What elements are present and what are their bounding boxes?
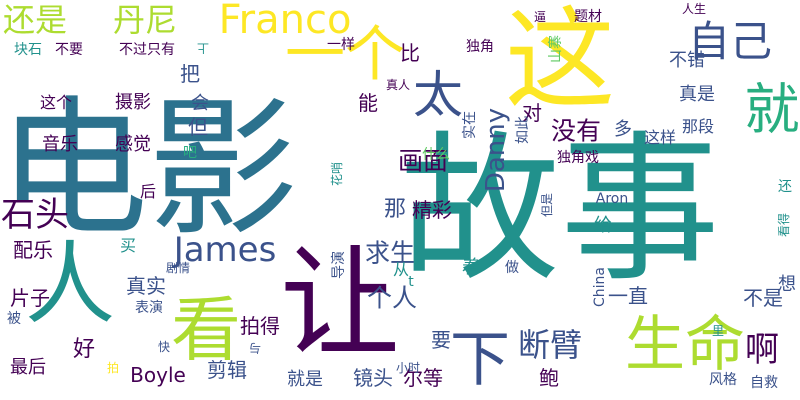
cloud-word: 但是 [540,192,554,218]
cloud-word: 与 [248,341,262,355]
cloud-word: 最后 [10,357,46,378]
cloud-word: 还是 [2,1,68,39]
cloud-word: 对 [522,101,542,125]
cloud-word: 个人 [366,283,418,313]
cloud-word: 太 [413,66,463,124]
cloud-word: 这个 [39,93,73,112]
cloud-word: 逼 [533,10,547,24]
cloud-word: 买 [119,236,137,255]
cloud-word: China [592,267,608,307]
cloud-word: 块石 [14,42,42,58]
cloud-word: 断臂 [517,326,583,364]
cloud-word: 画面 [397,146,449,176]
cloud-word: 没有 [550,116,602,146]
cloud-word: 把 [180,62,200,86]
cloud-word: 要 [431,328,451,352]
cloud-word: 摄影 [115,92,151,113]
cloud-word: 镜头 [353,366,393,390]
cloud-word: 想 [778,274,796,295]
cloud-word: 真人 [385,78,411,92]
cloud-word: 山寨 [548,35,564,63]
cloud-word: 下 [450,325,510,395]
cloud-word: 后 [139,182,157,201]
cloud-word: 石头 [1,195,69,235]
cloud-word: 求生 [364,238,416,268]
cloud-word: 会 [191,93,209,114]
cloud-word: 人 [25,232,115,337]
cloud-word: 自救 [750,375,778,391]
cloud-word: 看 [171,289,241,371]
cloud-word: 不错 [669,50,705,71]
cloud-word: 风格 [709,372,737,388]
cloud-word: 不过只有 [119,42,175,58]
cloud-word: 这样 [643,128,677,147]
cloud-word: Franco [218,0,352,43]
cloud-word: 这 [505,0,615,124]
cloud-word: 表演 [135,300,163,316]
cloud-word: 一个 [285,20,405,90]
cloud-word: 真是 [679,84,715,105]
cloud-word: 吧 [183,145,197,161]
cloud-word: 但 [188,115,208,139]
cloud-word: t [408,274,414,290]
cloud-word: 比 [400,41,420,65]
cloud-word: 丹尼 [112,1,178,39]
cloud-word: 被 [7,311,21,327]
cloud-word: 题材 [574,9,602,25]
cloud-word: 让 [280,235,400,374]
cloud-word: 一直 [608,284,648,308]
cloud-word: 拍 [106,361,120,375]
cloud-word: 不要 [55,42,83,58]
cloud-word: 花哨 [330,161,344,187]
cloud-word: 独角 [466,39,494,55]
cloud-word: 啊 [745,330,779,370]
cloud-word: 就 [744,77,800,142]
cloud-word: 独角戏 [557,150,599,166]
cloud-word: 电影 [0,83,299,257]
cloud-word: 那段 [681,117,715,136]
cloud-word: 尔等 [403,366,443,390]
cloud-word: 配乐 [13,238,53,262]
cloud-word: 不是 [743,286,783,310]
cloud-word: 感觉 [115,134,151,155]
cloud-word: 给 [594,215,612,236]
cloud-word: 着 [462,257,480,278]
cloud-word: 多 [614,119,632,140]
cloud-word: 能 [358,91,378,115]
cloud-word: 就是 [287,369,323,390]
cloud-word: 看得 [777,212,791,238]
cloud-word: 鲍 [539,366,559,390]
cloud-word: 剪辑 [207,358,247,382]
cloud-word: 里 [711,324,725,338]
cloud-word: 如此 [515,116,531,144]
cloud-word: 剧情 [165,261,191,275]
cloud-word: 人生 [681,2,707,16]
cloud-word: 做 [505,260,519,276]
cloud-word: 从 [392,260,410,279]
cloud-word: 那 [383,197,407,222]
cloud-word: 导演 [331,251,347,279]
cloud-word: 精彩 [412,198,452,222]
cloud-word: Danny [481,107,511,193]
cloud-word: 小时 [395,361,421,375]
cloud-word: 真实 [126,274,166,298]
cloud-word: Aron [595,191,629,207]
cloud-word: 自己 [687,17,773,66]
cloud-word: 音乐 [42,134,78,155]
cloud-word: 上 [196,41,210,55]
cloud-word: 故事 [399,116,721,303]
cloud-word: James [173,230,277,270]
cloud-word: 好 [72,337,96,362]
cloud-word: 拍得 [240,314,280,338]
cloud-word: 实在 [462,111,478,139]
cloud-word: 什么 [422,147,450,163]
cloud-word: 片子 [10,286,50,310]
cloud-word: 还 [778,179,792,195]
cloud-word: 快 [157,340,171,354]
cloud-word: Boyle [130,363,186,387]
cloud-word: 生命 [625,310,745,380]
cloud-word: 一样 [327,37,355,53]
